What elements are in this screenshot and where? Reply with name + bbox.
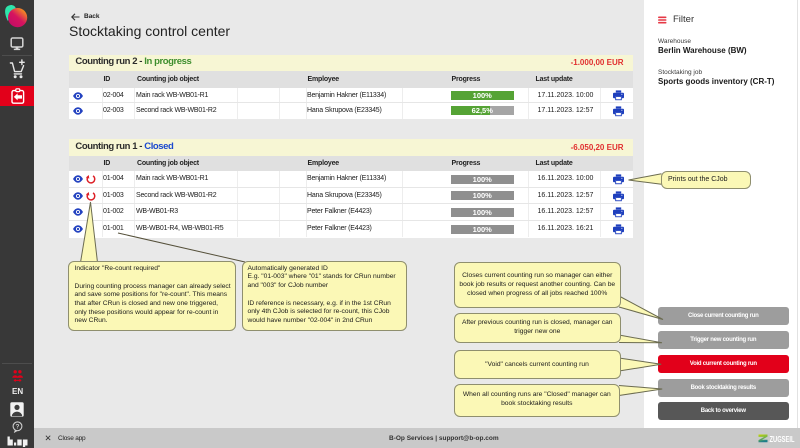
svg-text:?: ?: [15, 424, 19, 431]
svg-text:ZUGSEIL: ZUGSEIL: [770, 435, 795, 444]
